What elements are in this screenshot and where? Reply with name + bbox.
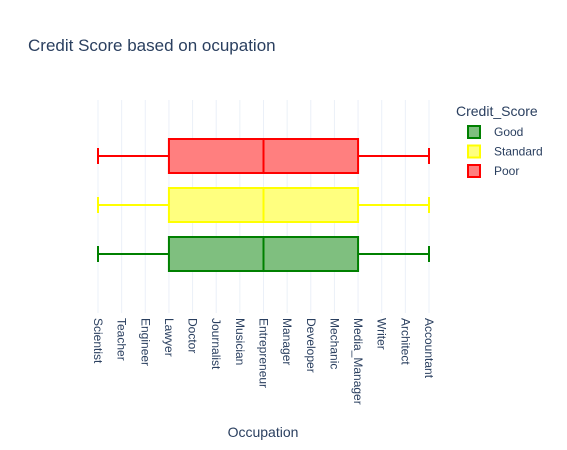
x-tick-label: Lawyer: [162, 318, 176, 357]
x-tick-label: Architect: [398, 318, 412, 365]
legend-item-good[interactable]: Good: [467, 125, 523, 139]
box-poor[interactable]: [97, 138, 430, 174]
x-tick-label: Teacher: [115, 318, 129, 361]
x-axis-title: Occupation: [228, 424, 299, 440]
x-tick-label: Mechanic: [327, 318, 341, 369]
legend-swatch: [467, 125, 481, 139]
x-tick-label: Developer: [304, 318, 318, 373]
legend[interactable]: Credit_Score Good Standard Poor: [456, 103, 543, 178]
x-tick-label: Media_Manager: [351, 318, 365, 405]
x-tick-label: Musician: [233, 318, 247, 365]
x-tick-labels: Scientist Teacher Engineer Lawyer Doctor Jour…: [91, 318, 436, 405]
legend-label: Good: [494, 125, 523, 139]
x-tick-label: Engineer: [138, 318, 152, 366]
legend-swatch: [467, 164, 481, 178]
x-tick-label: Accountant: [422, 318, 436, 379]
x-tick-label: Journalist: [209, 318, 223, 370]
chart-title: Credit Score based on ocupation: [28, 36, 276, 55]
legend-swatch: [467, 144, 481, 159]
legend-item-standard[interactable]: Standard: [467, 144, 543, 159]
x-tick-label: Writer: [375, 318, 389, 350]
legend-title: Credit_Score: [456, 103, 538, 119]
box-standard[interactable]: [97, 187, 430, 223]
x-tick-label: Manager: [280, 318, 294, 365]
x-tick-label: Scientist: [91, 318, 105, 364]
x-tick-label: Doctor: [186, 318, 200, 353]
legend-label: Poor: [494, 164, 519, 178]
box-good[interactable]: [97, 236, 430, 272]
x-tick-label: Entrepreneur: [257, 318, 271, 388]
legend-label: Standard: [494, 145, 543, 159]
boxes: [97, 138, 430, 272]
legend-item-poor[interactable]: Poor: [467, 164, 519, 178]
